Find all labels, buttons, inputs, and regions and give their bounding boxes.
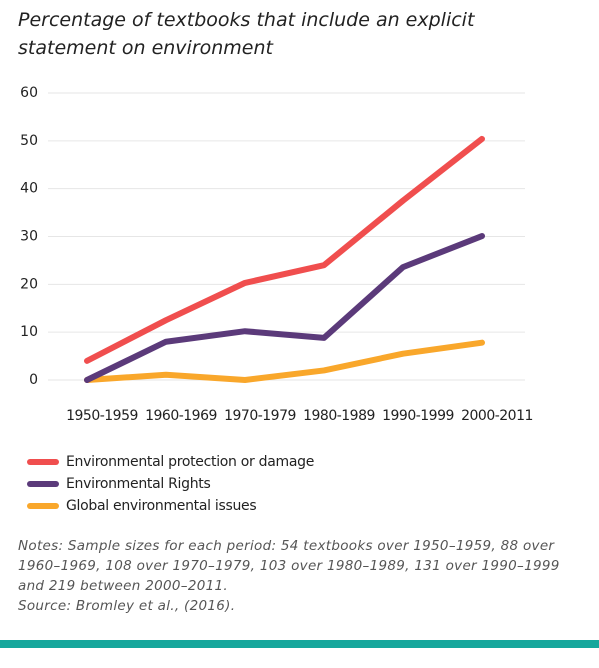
data-line (84, 135, 485, 364)
y-tick-label: 30 (20, 229, 38, 245)
y-tick-label: 60 (20, 85, 38, 101)
legend-label: Environmental Rights (66, 476, 210, 492)
data-line (84, 233, 485, 383)
chart: 0 10 20 30 40 50 60 1950-1959 1960-1969 1970-1979… (20, 85, 533, 514)
x-tick-label: 1960-1969 (145, 408, 217, 424)
x-tick-label: 1990-1999 (382, 408, 454, 424)
y-tick-label: 10 (20, 324, 38, 340)
x-tick-label: 1970-1979 (224, 408, 296, 424)
x-tick-label: 1980-1989 (303, 408, 375, 424)
x-tick-label: 1950-1959 (66, 408, 138, 424)
y-tick-label: 40 (20, 181, 38, 197)
x-tick-label: 2000-2011 (461, 408, 533, 424)
data-line (84, 339, 485, 383)
footer-bar (0, 640, 599, 648)
legend-label: Global environmental issues (66, 498, 256, 514)
source-text: Source: Bromley et al., (2016). (18, 598, 236, 614)
notes-text: Notes: Sample sizes for each period: 54 … (18, 538, 560, 594)
y-tick-label: 50 (20, 133, 38, 149)
legend-label: Environmental protection or damage (66, 454, 314, 470)
notes: Notes: Sample sizes for each period: 54 … (18, 536, 588, 616)
y-tick-label: 0 (29, 372, 38, 388)
y-tick-label: 20 (20, 276, 38, 292)
chart-title: Percentage of textbooks that include an … (18, 9, 475, 59)
